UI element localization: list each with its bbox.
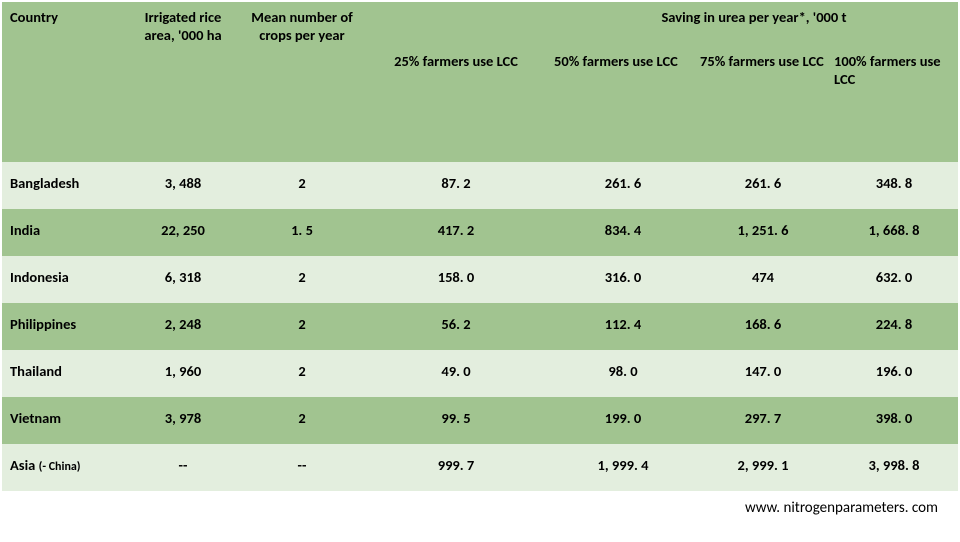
cell-irrigated: 1, 960 [124,350,242,397]
table-header: Country Irrigated rice area, '000 ha Mea… [2,2,958,162]
cell-75: 147. 0 [696,350,830,397]
cell-country: India [2,209,124,256]
table-row: Indonesia6, 3182158. 0316. 0474632. 0 [2,256,958,303]
table-row: Asia (- China)----999. 71, 999. 42, 999.… [2,444,958,491]
cell-100: 3, 998. 8 [830,444,958,491]
cell-50: 834. 4 [550,209,696,256]
cell-mean: 2 [242,303,362,350]
cell-100: 224. 8 [830,303,958,350]
cell-irrigated: 2, 248 [124,303,242,350]
urea-saving-table: Country Irrigated rice area, '000 ha Mea… [2,2,958,491]
table-row: Philippines2, 248256. 2112. 4168. 6224. … [2,303,958,350]
cell-country: Philippines [2,303,124,350]
cell-25: 49. 0 [362,350,550,397]
cell-mean: 2 [242,256,362,303]
cell-irrigated: 3, 488 [124,162,242,209]
cell-country: Asia (- China) [2,444,124,491]
cell-50: 1, 999. 4 [550,444,696,491]
cell-75: 168. 6 [696,303,830,350]
col-group-saving: Saving in urea per year*, '000 t [550,2,958,52]
cell-50: 261. 6 [550,162,696,209]
cell-mean: 1. 5 [242,209,362,256]
data-table: Country Irrigated rice area, '000 ha Mea… [2,2,958,491]
cell-25: 999. 7 [362,444,550,491]
cell-25: 99. 5 [362,397,550,444]
cell-50: 98. 0 [550,350,696,397]
table-row: Bangladesh3, 488287. 2261. 6261. 6348. 8 [2,162,958,209]
col-75pct: 75% farmers use LCC [696,52,830,162]
cell-75: 261. 6 [696,162,830,209]
table-row: Thailand1, 960249. 098. 0147. 0196. 0 [2,350,958,397]
table-row: Vietnam3, 978299. 5199. 0297. 7398. 0 [2,397,958,444]
cell-mean: 2 [242,397,362,444]
cell-50: 199. 0 [550,397,696,444]
cell-mean: 2 [242,162,362,209]
cell-100: 1, 668. 8 [830,209,958,256]
table-body: Bangladesh3, 488287. 2261. 6261. 6348. 8… [2,162,958,491]
cell-75: 2, 999. 1 [696,444,830,491]
col-country: Country [2,2,124,162]
cell-country: Indonesia [2,256,124,303]
footer-source: www. nitrogenparameters. com [0,493,960,517]
cell-100: 196. 0 [830,350,958,397]
cell-irrigated: 6, 318 [124,256,242,303]
col-mean-crops: Mean number of crops per year [242,2,362,162]
cell-75: 297. 7 [696,397,830,444]
table-row: India22, 2501. 5417. 2834. 41, 251. 61, … [2,209,958,256]
cell-irrigated: 3, 978 [124,397,242,444]
col-irrigated: Irrigated rice area, '000 ha [124,2,242,162]
cell-50: 112. 4 [550,303,696,350]
cell-75: 1, 251. 6 [696,209,830,256]
cell-25: 158. 0 [362,256,550,303]
cell-100: 398. 0 [830,397,958,444]
cell-50: 316. 0 [550,256,696,303]
cell-mean: 2 [242,350,362,397]
cell-25: 417. 2 [362,209,550,256]
col-25pct [362,2,550,52]
cell-75: 474 [696,256,830,303]
col-25pct-label: 25% farmers use LCC [362,52,550,162]
cell-25: 56. 2 [362,303,550,350]
cell-irrigated: -- [124,444,242,491]
cell-country: Vietnam [2,397,124,444]
cell-country: Bangladesh [2,162,124,209]
cell-country: Thailand [2,350,124,397]
col-100pct: 100% farmers use LCC [830,52,958,162]
col-50pct: 50% farmers use LCC [550,52,696,162]
cell-mean: -- [242,444,362,491]
cell-25: 87. 2 [362,162,550,209]
cell-irrigated: 22, 250 [124,209,242,256]
cell-100: 348. 8 [830,162,958,209]
cell-100: 632. 0 [830,256,958,303]
